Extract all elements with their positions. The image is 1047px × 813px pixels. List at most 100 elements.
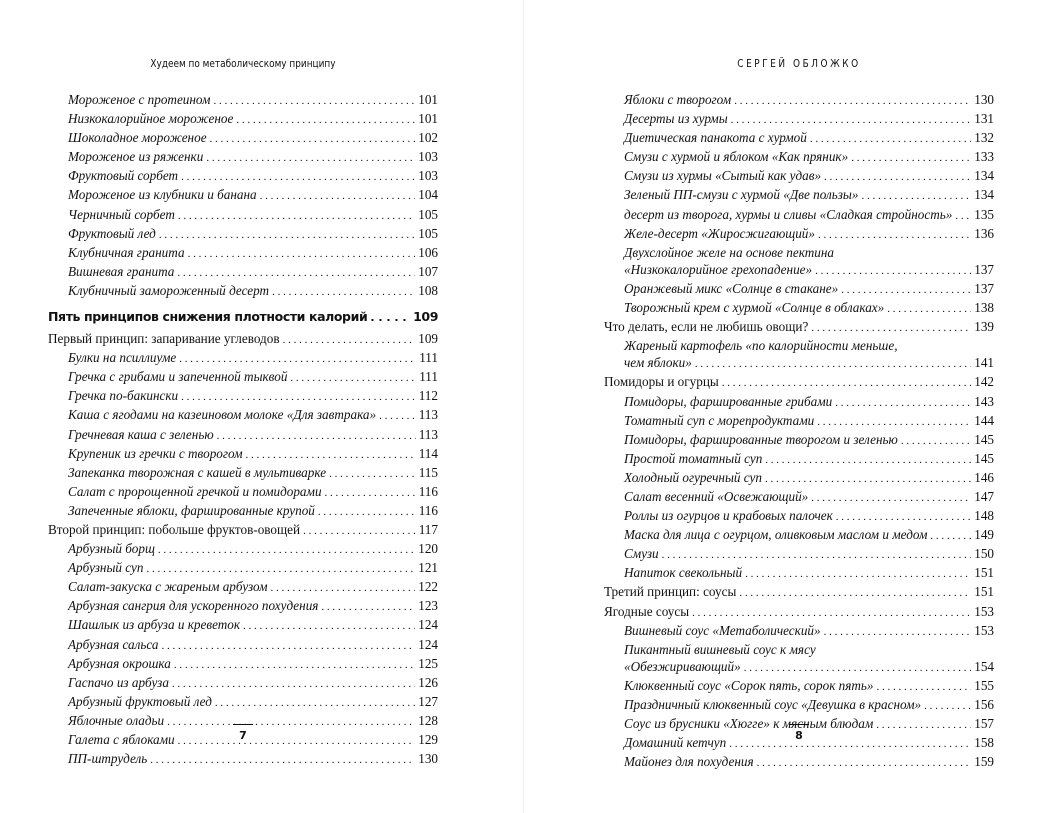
entry-page: 144 — [974, 412, 994, 428]
entry-title: Смузи из хурмы «Сытый как удав» — [624, 168, 822, 184]
dot-leader — [181, 389, 416, 406]
page-number: 8 — [604, 724, 994, 742]
entry-title: Третий принцип: соусы — [604, 584, 737, 600]
dot-leader — [811, 320, 971, 337]
dot-leader — [188, 246, 416, 263]
dot-leader — [924, 698, 971, 715]
entry-page: 130 — [974, 92, 994, 107]
entry-page: 151 — [974, 584, 994, 600]
toc-entry: Помидоры и огурцы 142 — [604, 373, 994, 392]
entry-title: Салат весенний «Освежающий» — [624, 488, 809, 504]
entry-title: Арбузный борщ — [68, 541, 155, 557]
toc-list: Яблоки с творогом130Десерты из хурмы131Д… — [604, 91, 994, 772]
entry-title: Клюквенный соус «Сорок пять, сорок пять» — [624, 677, 874, 693]
entry-page: 106 — [418, 244, 438, 260]
entry-title: Роллы из огурцов и крабовых палочек — [624, 508, 833, 524]
dot-leader — [321, 599, 415, 616]
toc-entry: Фруктовый лед 105 — [48, 225, 438, 244]
entry-title: Томатный суп с морепродуктами — [624, 412, 815, 428]
entry-title: Оранжевый микс «Солнце в стакане» — [624, 280, 839, 296]
toc-entry-line: Жареный картофель «по калорийности меньш… — [624, 338, 898, 354]
left-page: Худеем по метаболическому принципу Морож… — [48, 0, 438, 813]
entry-title: Маска для лица с огурцом, оливковым масл… — [624, 527, 928, 543]
dot-leader — [818, 227, 971, 244]
dot-leader — [765, 452, 971, 469]
dot-leader — [159, 227, 415, 244]
toc-entry: Творожный крем с хурмой «Солнце в облака… — [604, 299, 994, 318]
entry-page: 107 — [418, 263, 438, 279]
toc-entry: Смузи из хурмы «Сытый как удав» 134 — [604, 167, 994, 186]
dot-leader — [318, 504, 416, 521]
entry-page: 122 — [418, 579, 438, 595]
dot-leader — [734, 93, 971, 110]
toc-entry: Низкокалорийное мороженое 101 — [48, 110, 438, 129]
entry-title: Творожный крем с хурмой «Солнце в облака… — [624, 300, 885, 316]
toc-entry: Шоколадное мороженое 102 — [48, 129, 438, 148]
toc-entry-line: Двухслойное желе на основе пектина — [624, 244, 834, 260]
entry-title: Вишневый соус «Метаболический» — [624, 622, 821, 638]
toc-entry: Гречка по-бакински 112 — [48, 387, 438, 406]
entry-title: Праздничный клюквенный соус «Девушка в к… — [624, 697, 922, 712]
toc-entry: Диетическая панакота с хурмой 132 — [604, 129, 994, 148]
entry-title: Мороженое с протеином — [68, 92, 211, 107]
entry-page: 105 — [418, 225, 438, 241]
entry-title: Фруктовый сорбет — [68, 168, 179, 184]
dot-leader — [179, 351, 416, 368]
toc-entry: Вишневый соус «Метаболический» 153 — [604, 622, 994, 641]
dot-leader — [817, 414, 971, 431]
dot-leader — [824, 624, 972, 641]
entry-title: Черничный сорбет — [68, 206, 175, 222]
toc-entry: Простой томатный суп 145 — [604, 450, 994, 469]
toc-entry: Арбузный борщ 120 — [48, 540, 438, 559]
entry-page: 101 — [418, 92, 438, 107]
toc-entry: ПП-штрудель 130 — [48, 750, 438, 769]
dot-leader — [722, 375, 971, 392]
dot-leader — [861, 188, 971, 205]
toc-entry: Салат-закуска с жареным арбузом 122 — [48, 578, 438, 597]
toc-entry: Крупеник из гречки с творогом 114 — [48, 445, 438, 464]
dot-leader — [290, 370, 416, 387]
entry-page: 124 — [418, 617, 438, 633]
entry-title: Низкокалорийное мороженое — [68, 111, 234, 127]
entry-page: 134 — [974, 187, 994, 203]
entry-page: 114 — [418, 445, 438, 461]
entry-title: Гречневая каша с зеленью — [68, 426, 214, 442]
entry-page: 137 — [974, 280, 994, 296]
entry-title: Смузи — [624, 546, 659, 562]
right-page: СЕРГЕЙ ОБЛОЖКО Яблоки с творогом 130 Десер… — [604, 0, 994, 813]
dot-leader — [271, 580, 416, 597]
entry-title: Смузи с хурмой и яблоком «Как пряник» — [624, 149, 849, 165]
entry-title: Помидоры и огурцы — [604, 374, 719, 390]
entry-page: 143 — [974, 393, 994, 409]
toc-entry-line: Пикантный вишневый соус к мясу — [624, 641, 816, 657]
toc-entry: Помидоры, фаршированные грибами 143 — [604, 393, 994, 412]
dot-leader — [158, 542, 415, 559]
entry-page: 133 — [974, 149, 994, 165]
toc-entry: Шашлык из арбуза и креветок 124 — [48, 616, 438, 635]
toc-entry: Арбузный суп 121 — [48, 559, 438, 578]
entry-page: 102 — [418, 130, 438, 146]
toc-entry: Холодный огуречный суп 146 — [604, 469, 994, 488]
toc-entry: Булки на псиллиуме 111 — [48, 349, 438, 368]
entry-title: десерт из творога, хурмы и сливы «Сладка… — [624, 206, 953, 222]
entry-title: Шоколадное мороженое — [68, 130, 207, 146]
entry-page: 123 — [418, 598, 438, 614]
entry-title: Мороженое из ряженки — [68, 149, 204, 165]
toc-entry: Третий принцип: соусы 151 — [604, 583, 994, 602]
dot-leader — [815, 263, 971, 280]
toc-entry: Запеченные яблоки, фаршированные крупой 1… — [48, 502, 438, 521]
entry-page: 103 — [418, 149, 438, 165]
toc-entry: Черничный сорбет 105 — [48, 206, 438, 225]
entry-title: Запеканка творожная с кашей в мультиварк… — [68, 464, 327, 480]
entry-page: 113 — [418, 407, 438, 423]
toc-entry: Оранжевый микс «Солнце в стакане» 137 — [604, 280, 994, 299]
toc-entry: Мороженое из ряженки 103 — [48, 148, 438, 167]
entry-title: Пять принципов снижения плотности калори… — [48, 309, 368, 325]
dot-leader — [370, 308, 410, 328]
entry-page: 138 — [974, 300, 994, 316]
entry-page: 108 — [418, 282, 438, 298]
entry-title: Крупеник из гречки с творогом — [68, 445, 243, 461]
dot-leader — [835, 395, 971, 412]
dot-leader — [246, 447, 416, 464]
